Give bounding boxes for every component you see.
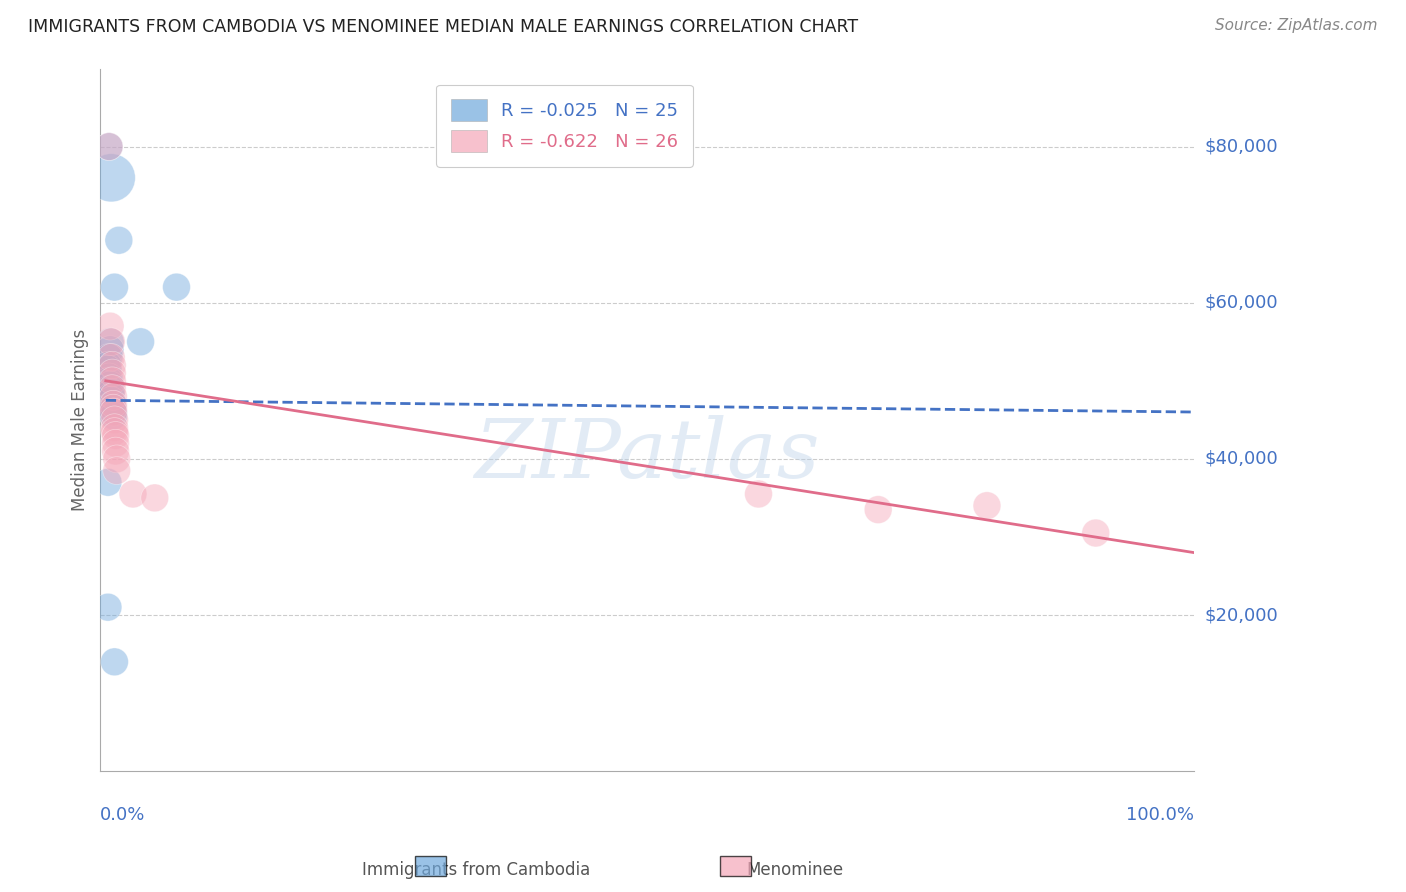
Text: IMMIGRANTS FROM CAMBODIA VS MENOMINEE MEDIAN MALE EARNINGS CORRELATION CHART: IMMIGRANTS FROM CAMBODIA VS MENOMINEE ME… bbox=[28, 18, 858, 36]
Point bbox=[103, 401, 125, 416]
Text: 0.0%: 0.0% bbox=[100, 806, 146, 824]
Point bbox=[98, 319, 121, 334]
Point bbox=[98, 139, 121, 153]
Point bbox=[105, 451, 128, 466]
Point bbox=[122, 487, 145, 501]
Point bbox=[103, 655, 125, 669]
Point bbox=[98, 374, 121, 388]
Point bbox=[100, 170, 122, 185]
Point bbox=[1084, 526, 1107, 541]
Point bbox=[976, 499, 998, 513]
Text: $80,000: $80,000 bbox=[1205, 137, 1278, 155]
Point bbox=[100, 393, 122, 408]
Point bbox=[100, 385, 122, 400]
Point bbox=[98, 334, 121, 349]
Point bbox=[104, 444, 127, 458]
Point bbox=[101, 401, 124, 416]
Point bbox=[101, 358, 124, 372]
Point bbox=[103, 409, 125, 423]
Point bbox=[98, 343, 121, 357]
Point bbox=[98, 351, 121, 365]
Point bbox=[101, 374, 124, 388]
Point bbox=[129, 334, 152, 349]
Point bbox=[98, 370, 121, 384]
Point bbox=[143, 491, 166, 505]
Point bbox=[108, 233, 131, 247]
Point bbox=[101, 366, 124, 380]
Point bbox=[166, 280, 188, 294]
Point bbox=[105, 464, 128, 478]
Point bbox=[101, 397, 124, 411]
Point bbox=[97, 475, 120, 490]
Text: Menominee: Menominee bbox=[747, 861, 844, 879]
Point bbox=[98, 139, 121, 153]
Point bbox=[100, 351, 122, 365]
Point bbox=[103, 413, 125, 427]
Text: Immigrants from Cambodia: Immigrants from Cambodia bbox=[363, 861, 591, 879]
Text: $20,000: $20,000 bbox=[1205, 606, 1278, 624]
Point bbox=[98, 377, 121, 392]
Point bbox=[868, 502, 890, 516]
Point bbox=[97, 358, 120, 372]
Legend: R = -0.025   N = 25, R = -0.622   N = 26: R = -0.025 N = 25, R = -0.622 N = 26 bbox=[436, 85, 693, 167]
Point bbox=[97, 600, 120, 615]
Point bbox=[103, 420, 125, 434]
Text: $40,000: $40,000 bbox=[1205, 450, 1278, 468]
Point bbox=[103, 397, 125, 411]
Text: $60,000: $60,000 bbox=[1205, 293, 1278, 311]
Point bbox=[104, 436, 127, 450]
Point bbox=[98, 382, 121, 396]
Text: ZIPatlas: ZIPatlas bbox=[474, 415, 820, 495]
Point bbox=[103, 280, 125, 294]
Point bbox=[104, 428, 127, 442]
Point bbox=[103, 405, 125, 419]
Point bbox=[103, 405, 125, 419]
Text: Source: ZipAtlas.com: Source: ZipAtlas.com bbox=[1215, 18, 1378, 33]
Point bbox=[101, 382, 124, 396]
Point bbox=[100, 389, 122, 403]
Point bbox=[100, 334, 122, 349]
Y-axis label: Median Male Earnings: Median Male Earnings bbox=[72, 329, 89, 511]
Point bbox=[103, 389, 125, 403]
Text: 100.0%: 100.0% bbox=[1126, 806, 1194, 824]
Point bbox=[103, 425, 125, 439]
Point bbox=[97, 362, 120, 376]
Point bbox=[747, 487, 769, 501]
